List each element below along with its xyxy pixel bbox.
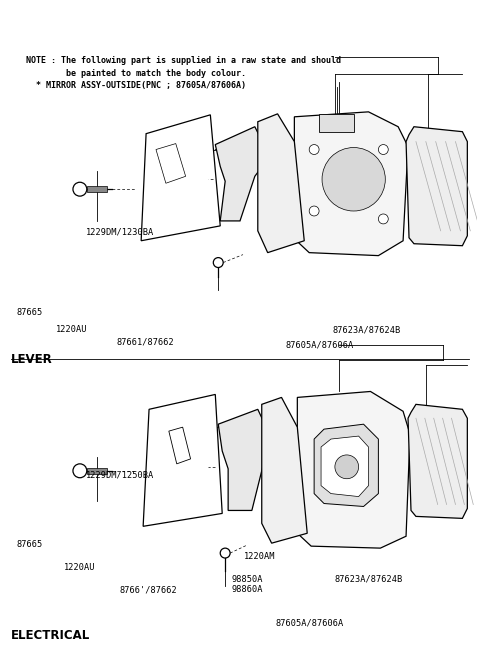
Circle shape [378,214,388,224]
Polygon shape [216,127,270,221]
Text: 87623A/87624B: 87623A/87624B [335,575,403,584]
Bar [319,114,354,131]
Polygon shape [258,114,304,253]
Circle shape [309,145,319,154]
Polygon shape [406,127,468,246]
Text: LEVER: LEVER [12,353,53,366]
Text: 87623A/87624B: 87623A/87624B [333,325,401,334]
Polygon shape [141,115,220,240]
Circle shape [220,548,230,558]
Text: 1220AU: 1220AU [63,563,95,572]
Polygon shape [314,424,378,507]
FancyBboxPatch shape [87,468,107,474]
Circle shape [322,148,385,211]
Polygon shape [297,392,410,548]
Circle shape [213,258,223,267]
Polygon shape [218,409,272,510]
Polygon shape [321,436,369,497]
Text: 1220AM: 1220AM [244,552,276,561]
Polygon shape [143,394,222,526]
Text: 8766'/87662: 8766'/87662 [119,586,177,595]
FancyBboxPatch shape [87,186,107,192]
Text: 87605A/87606A: 87605A/87606A [285,340,353,350]
Polygon shape [262,397,307,543]
Circle shape [309,206,319,216]
Circle shape [335,455,359,479]
Text: 87661/87662: 87661/87662 [117,338,174,347]
Text: 87665: 87665 [16,540,42,549]
Circle shape [73,182,87,196]
Circle shape [73,464,87,478]
Circle shape [378,145,388,154]
Text: 1229DM/1250BA: 1229DM/1250BA [86,470,154,480]
Text: 98850A
98860A: 98850A 98860A [232,575,264,594]
Polygon shape [408,404,468,518]
Circle shape [342,168,366,191]
Text: 87605A/87606A: 87605A/87606A [276,618,344,627]
Polygon shape [294,112,408,256]
Text: 1229DM/1230BA: 1229DM/1230BA [86,227,154,237]
Circle shape [332,158,375,201]
Text: 1220AU: 1220AU [56,325,87,334]
Text: 87665: 87665 [16,307,42,317]
Text: ELECTRICAL: ELECTRICAL [12,629,91,643]
Circle shape [348,173,360,185]
Text: NOTE : The following part is supplied in a raw state and should
        be paint: NOTE : The following part is supplied in… [25,57,340,90]
